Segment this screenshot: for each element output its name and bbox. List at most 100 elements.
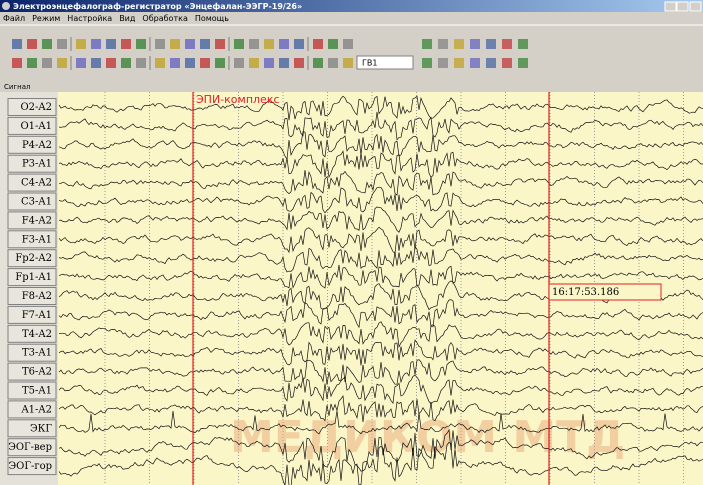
minimize[interactable] <box>664 1 677 12</box>
toolbar-button[interactable] <box>200 39 210 49</box>
toolbar-button[interactable] <box>502 58 512 68</box>
toolbar-button[interactable] <box>170 39 180 49</box>
toolbar-button[interactable] <box>518 58 528 68</box>
toolbar-button[interactable] <box>76 39 86 49</box>
toolbar-button[interactable] <box>57 58 67 68</box>
toolbar-button[interactable] <box>91 39 101 49</box>
eeg-trace <box>58 359 703 385</box>
toolbar-button[interactable] <box>76 58 86 68</box>
toolbars <box>12 37 528 70</box>
toolbar-button[interactable] <box>91 58 101 68</box>
toolbar-button[interactable] <box>12 58 22 68</box>
toolbar-button[interactable] <box>170 58 180 68</box>
maximize[interactable] <box>676 1 689 12</box>
eeg-trace <box>58 339 703 366</box>
toolbar-button[interactable] <box>313 58 323 68</box>
toolbar-button[interactable] <box>328 58 338 68</box>
toolbar-button[interactable] <box>422 39 432 49</box>
channel-label-box[interactable] <box>7 98 57 116</box>
window-title: Электроэнцефалограф-регистратор «Энцефал… <box>13 2 302 11</box>
toolbar-button[interactable] <box>215 39 225 49</box>
toolbar-button[interactable] <box>470 58 480 68</box>
toolbar-button[interactable] <box>106 39 116 49</box>
channel-label-box[interactable] <box>7 173 57 192</box>
menu-item[interactable]: Обработка <box>142 14 188 23</box>
toolbar-button[interactable] <box>155 39 165 49</box>
toolbar-button[interactable] <box>279 58 289 68</box>
toolbar-button[interactable] <box>136 58 146 68</box>
menu-item[interactable]: Вид <box>119 14 136 23</box>
channel-label-box[interactable] <box>7 381 57 400</box>
toolbar-button[interactable] <box>42 39 52 49</box>
toolbar-button[interactable] <box>27 58 37 68</box>
channel-label-box[interactable] <box>7 230 57 249</box>
channel-label-box[interactable] <box>7 343 57 362</box>
menu-item[interactable]: Режим <box>32 14 60 23</box>
toolbar-button[interactable] <box>470 39 480 49</box>
channel-label-box[interactable] <box>7 324 57 343</box>
toolbar-button[interactable] <box>486 58 496 68</box>
channel-label-box[interactable] <box>7 135 57 154</box>
toolbar-button[interactable] <box>294 58 304 68</box>
toolbar-button[interactable] <box>106 58 116 68</box>
eeg-trace <box>58 441 703 485</box>
eeg-trace <box>58 264 703 289</box>
toolbar-button[interactable] <box>264 39 274 49</box>
window-buttons[interactable] <box>664 1 702 12</box>
channel-label-box[interactable] <box>7 192 57 211</box>
toolbar-button[interactable] <box>155 58 165 68</box>
channel-label-box[interactable] <box>7 154 57 173</box>
close[interactable] <box>689 1 702 12</box>
channel-label-box[interactable] <box>7 116 57 135</box>
toolbar-button[interactable] <box>249 58 259 68</box>
toolbar-button[interactable] <box>454 39 464 49</box>
channel-label-box[interactable] <box>7 211 57 230</box>
channel-label-box[interactable] <box>7 457 57 476</box>
toolbar-button[interactable] <box>215 58 225 68</box>
menu-item[interactable]: Файл <box>3 14 25 23</box>
toolbar-button[interactable] <box>294 39 304 49</box>
eeg-trace <box>58 186 703 214</box>
channel-label-box[interactable] <box>7 400 57 419</box>
channel-label: T3-A1 <box>22 348 52 359</box>
toolbar-button[interactable] <box>57 39 67 49</box>
toolbar-button[interactable] <box>328 39 338 49</box>
toolbar-button[interactable] <box>200 58 210 68</box>
toolbar-button[interactable] <box>454 58 464 68</box>
toolbar-button[interactable] <box>502 39 512 49</box>
toolbar-button[interactable] <box>438 39 448 49</box>
toolbar-button[interactable] <box>313 39 323 49</box>
toolbar-button[interactable] <box>185 58 195 68</box>
toolbar-button[interactable] <box>486 39 496 49</box>
toolbar-button[interactable] <box>234 58 244 68</box>
eeg-trace <box>58 95 703 121</box>
eeg-trace <box>58 428 703 472</box>
toolbar-button[interactable] <box>518 39 528 49</box>
menu-item[interactable]: Настройка <box>67 14 112 23</box>
eeg-trace <box>58 321 703 349</box>
toolbar-button[interactable] <box>279 39 289 49</box>
channel-label-box[interactable] <box>7 438 57 457</box>
toolbar-button[interactable] <box>27 39 37 49</box>
toolbar-button[interactable] <box>438 58 448 68</box>
toolbar-button[interactable] <box>422 58 432 68</box>
channel-label-box[interactable] <box>7 249 57 268</box>
toolbar-button[interactable] <box>234 39 244 49</box>
toolbar-button[interactable] <box>121 39 131 49</box>
montage-combo[interactable] <box>356 55 414 70</box>
toolbar-button[interactable] <box>264 58 274 68</box>
toolbar-button[interactable] <box>343 58 353 68</box>
toolbar-button[interactable] <box>249 39 259 49</box>
channel-label-box[interactable] <box>7 268 57 287</box>
toolbar-button[interactable] <box>121 58 131 68</box>
menu-item[interactable]: Помощь <box>195 14 229 23</box>
toolbar-button[interactable] <box>12 39 22 49</box>
toolbar-button[interactable] <box>42 58 52 68</box>
channel-label-box[interactable] <box>7 305 57 324</box>
channel-label-box[interactable] <box>7 419 57 438</box>
channel-label-box[interactable] <box>7 362 57 381</box>
channel-label-box[interactable] <box>7 287 57 305</box>
toolbar-button[interactable] <box>136 39 146 49</box>
toolbar-button[interactable] <box>185 39 195 49</box>
toolbar-button[interactable] <box>343 39 353 49</box>
